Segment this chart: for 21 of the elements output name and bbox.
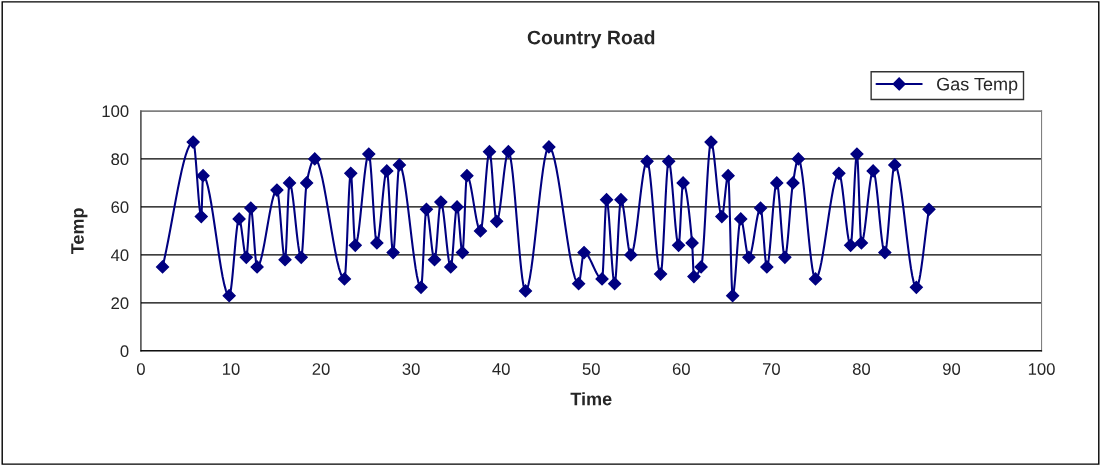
x-tick-label: 100 [1028,363,1055,375]
y-tick-label: 80 [111,153,129,166]
x-tick-label: 70 [762,363,780,375]
y-tick-label: 100 [102,105,129,118]
x-tick-label: 60 [672,363,690,375]
x-tick-label: 40 [492,363,510,375]
legend-label: Gas Temp [937,77,1018,95]
y-tick-label: 60 [111,201,129,214]
x-tick-label: 10 [222,363,240,375]
y-tick-label: 20 [111,297,129,310]
y-axis-title: Temp [71,208,88,255]
y-tick-label: 40 [110,249,129,262]
chart-title: Country Road [527,30,655,49]
x-tick-label: 80 [852,363,871,375]
x-tick-label: 50 [582,363,600,375]
x-tick-label: 20 [312,363,330,375]
y-tick-label: 0 [120,345,129,358]
x-axis-title: Time [570,392,612,406]
x-tick-label: 0 [136,363,145,375]
x-tick-label: 90 [943,363,961,375]
x-tick-label: 30 [402,363,420,375]
